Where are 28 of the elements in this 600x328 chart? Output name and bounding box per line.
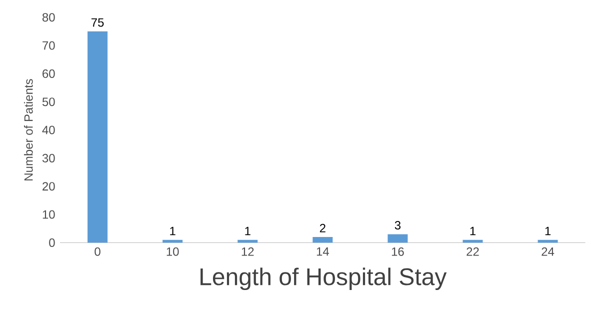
data-label: 2 [320,224,326,232]
y-tick-label: 80 [42,13,55,22]
data-label: 75 [91,18,104,27]
data-label: 1 [170,226,176,236]
bar [388,234,408,243]
x-tick-label: 10 [166,247,179,256]
y-tick-label: 40 [42,126,55,134]
data-label: 1 [545,226,551,236]
data-label: 1 [470,226,476,236]
y-tick-label: 60 [42,69,55,78]
y-tick-label: 70 [42,41,55,50]
y-axis-title: Number of Patients [24,79,33,180]
y-tick-label: 30 [42,154,55,162]
bar [312,237,333,243]
x-tick-label: 14 [316,247,329,256]
y-tick-label: 20 [42,182,55,191]
x-tick-label: 12 [242,247,254,256]
bar [88,31,108,243]
x-tick-label: 22 [466,247,479,256]
x-axis-title: Length of Hospital Stay [200,268,447,290]
x-tick-label: 24 [542,247,554,256]
data-label: 3 [394,220,401,230]
x-tick-label: 0 [94,247,100,256]
x-tick-label: 16 [392,247,404,256]
y-tick-label: 10 [42,210,55,219]
y-tick-label: 0 [49,238,55,247]
y-tick-label: 50 [42,98,55,106]
data-label: 1 [245,226,250,236]
